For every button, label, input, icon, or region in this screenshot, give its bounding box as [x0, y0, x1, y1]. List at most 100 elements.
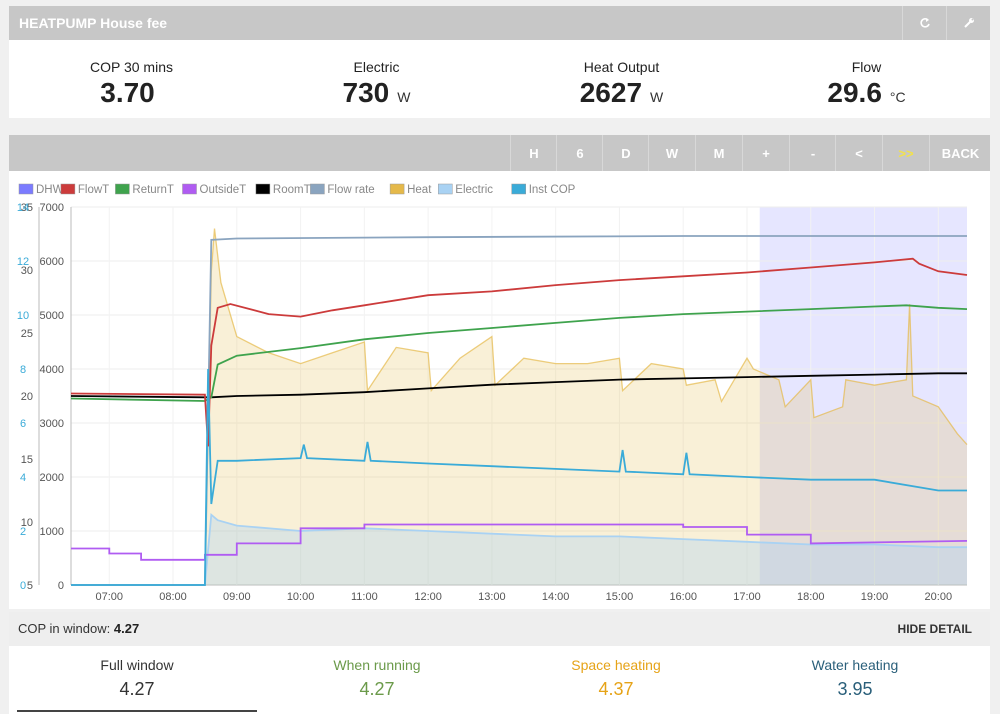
- zoom-out-button[interactable]: -: [789, 135, 836, 171]
- y-cop-tick: 12: [17, 256, 29, 268]
- x-tick-label: 17:00: [733, 591, 761, 603]
- stat-heat-output: Heat Output 2627 W: [499, 40, 744, 109]
- range-hour-button[interactable]: H: [510, 135, 557, 171]
- x-tick-label: 09:00: [223, 591, 251, 603]
- legend-swatch: [18, 183, 34, 195]
- stat-value: 730: [342, 77, 390, 108]
- legend-swatch: [182, 183, 197, 195]
- y-cop-tick: 0: [20, 580, 26, 592]
- stat-value: 3.70: [100, 77, 155, 108]
- returnt-line: [70, 304, 968, 402]
- x-tick-label: 14:00: [542, 591, 570, 603]
- range-week-button[interactable]: W: [648, 135, 695, 171]
- cop-window-bar: COP in window: 4.27 HIDE DETAIL: [9, 612, 990, 646]
- summary-label: When running: [333, 657, 421, 673]
- chart-panel: 0 1000 2000 3000 4000 5000 6000 7000 5 10 15 20 25 30…: [9, 171, 990, 609]
- stat-label: Heat Output: [583, 59, 660, 75]
- y-cop-tick: 4: [20, 472, 26, 484]
- stat-value: 2627: [579, 77, 643, 108]
- summary-label: Space heating: [571, 657, 661, 673]
- summary-space-heating[interactable]: Space heating 4.37: [496, 646, 736, 714]
- summary-label: Water heating: [811, 657, 899, 673]
- app-header: HEATPUMP House fee: [9, 6, 990, 40]
- summary-value: 4.27: [119, 679, 155, 699]
- summary-value: 4.37: [598, 679, 634, 699]
- cop-window-text: COP in window: 4.27: [18, 621, 139, 636]
- refresh-button[interactable]: [902, 6, 946, 40]
- summary-when-running[interactable]: When running 4.27: [257, 646, 497, 714]
- legend-label: FlowT: [78, 184, 109, 196]
- settings-button[interactable]: [946, 6, 990, 40]
- y-cop-tick: 8: [20, 364, 26, 376]
- stat-unit: W: [650, 89, 664, 105]
- stat-unit: °C: [889, 89, 906, 105]
- y-power-tick: 3000: [40, 418, 64, 430]
- y-temp-tick: 20: [21, 391, 33, 403]
- heat-line: [71, 228, 968, 586]
- summary-value: 3.95: [837, 679, 873, 699]
- legend-swatch: [389, 183, 405, 195]
- y-cop-tick: 6: [20, 418, 26, 430]
- legend-label: RoomT: [273, 184, 311, 196]
- legend-swatch: [438, 183, 453, 195]
- x-tick-label: 07:00: [95, 591, 123, 603]
- outsidet-line: [71, 523, 968, 561]
- legend-label: Flow rate: [327, 184, 374, 196]
- legend-swatch: [511, 183, 526, 195]
- stat-label: COP 30 mins: [90, 59, 173, 75]
- stat-cop: COP 30 mins 3.70: [9, 40, 254, 109]
- legend-label: Heat: [407, 184, 432, 196]
- x-tick-label: 16:00: [669, 591, 697, 603]
- y-power-tick: 6000: [40, 256, 64, 268]
- stat-flow: Flow 29.6 °C: [744, 40, 989, 109]
- pan-right-button[interactable]: >>: [882, 135, 929, 171]
- stat-value: 29.6: [827, 77, 882, 108]
- x-tick-label: 11:00: [351, 591, 378, 603]
- x-tick-label: 18:00: [797, 591, 825, 603]
- y-temp-tick: 10: [21, 517, 33, 529]
- legend-swatch: [60, 183, 76, 195]
- y-cop-tick: 10: [17, 310, 29, 322]
- legend-swatch: [255, 183, 271, 195]
- chart-toolbar: H 6 D W M + - < >> BACK: [9, 135, 990, 171]
- roomt-line: [70, 372, 967, 399]
- refresh-icon: [919, 18, 930, 28]
- stat-electric: Electric 730 W: [254, 40, 499, 109]
- heat-area: [71, 228, 967, 585]
- y-power-tick: 1000: [40, 526, 64, 538]
- range-6h-button[interactable]: 6: [556, 135, 603, 171]
- range-day-button[interactable]: D: [602, 135, 649, 171]
- legend-swatch: [310, 183, 325, 195]
- x-tick-label: 13:00: [478, 591, 506, 603]
- y-temp-tick: 5: [27, 580, 33, 592]
- range-month-button[interactable]: M: [695, 135, 742, 171]
- y-temp-tick: 35: [21, 202, 33, 214]
- back-button[interactable]: BACK: [929, 135, 991, 171]
- electric-line: [71, 512, 967, 586]
- legend-swatch: [115, 183, 130, 195]
- legend-label: Inst COP: [529, 184, 576, 196]
- pan-left-button[interactable]: <: [835, 135, 882, 171]
- summary-full-window[interactable]: Full window 4.27: [17, 646, 257, 712]
- summary-label: Full window: [100, 657, 174, 673]
- x-tick-label: 10:00: [287, 591, 315, 603]
- y-temp-tick: 25: [21, 328, 33, 340]
- live-stats-panel: COP 30 mins 3.70 Electric 730 W Heat Outp…: [9, 40, 990, 118]
- legend-label: DHW: [36, 184, 64, 196]
- x-tick-label: 12:00: [414, 591, 442, 603]
- selection-window: [759, 207, 967, 585]
- y-temp-tick: 30: [21, 265, 33, 277]
- x-tick-label: 08:00: [159, 591, 187, 603]
- power-temperature-chart[interactable]: 0100020003000400050006000700051015202530…: [9, 171, 990, 609]
- summary-value: 4.27: [359, 679, 395, 699]
- summary-water-heating[interactable]: Water heating 3.95: [735, 646, 975, 714]
- stat-label: Electric: [353, 59, 400, 75]
- y-power-tick: 0: [58, 580, 64, 592]
- legend-label: OutsideT: [200, 184, 247, 196]
- page-title: HEATPUMP House fee: [19, 15, 168, 31]
- zoom-in-button[interactable]: +: [742, 135, 789, 171]
- y-power-tick: 2000: [40, 472, 64, 484]
- flowt-line: [70, 257, 968, 447]
- hide-detail-button[interactable]: HIDE DETAIL: [897, 622, 972, 636]
- cop-window-label: COP in window:: [18, 621, 111, 636]
